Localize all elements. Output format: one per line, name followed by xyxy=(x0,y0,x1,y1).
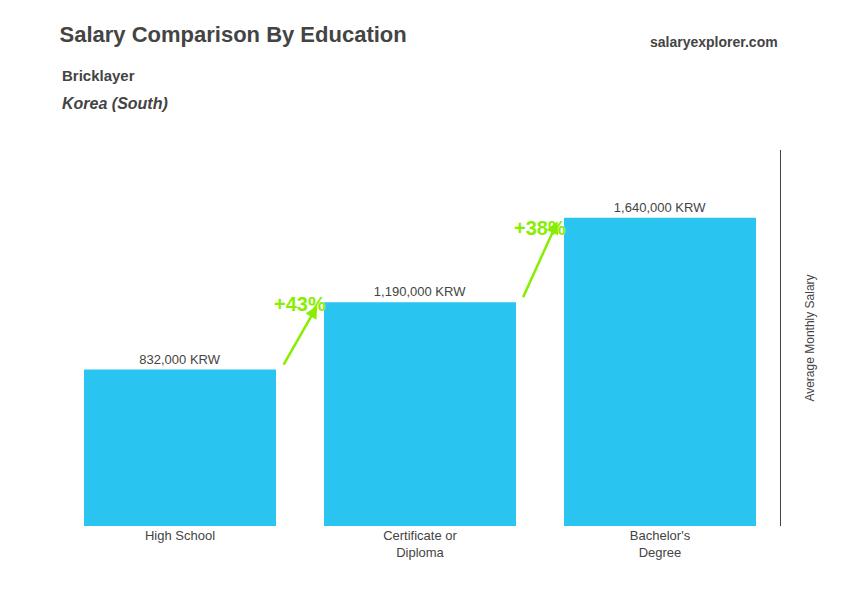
svg-text:Bachelor'sDegree: Bachelor'sDegree xyxy=(630,528,691,560)
svg-text:Salary Comparison By Education: Salary Comparison By Education xyxy=(60,22,407,47)
svg-text:salaryexplorer.com: salaryexplorer.com xyxy=(650,34,778,50)
svg-text:High School: High School xyxy=(145,528,215,543)
svg-text:Korea (South): Korea (South) xyxy=(62,95,168,112)
svg-text:832,000 KRW: 832,000 KRW xyxy=(139,352,220,367)
svg-text:+38%: +38% xyxy=(514,217,566,239)
svg-text:Average Monthly Salary: Average Monthly Salary xyxy=(803,274,817,401)
svg-text:Bricklayer: Bricklayer xyxy=(62,67,135,84)
svg-text:1,640,000 KRW: 1,640,000 KRW xyxy=(614,200,706,215)
svg-text:Certificate orDiploma: Certificate orDiploma xyxy=(383,528,457,560)
svg-text:1,190,000 KRW: 1,190,000 KRW xyxy=(374,284,466,299)
svg-text:+43%: +43% xyxy=(274,293,326,315)
